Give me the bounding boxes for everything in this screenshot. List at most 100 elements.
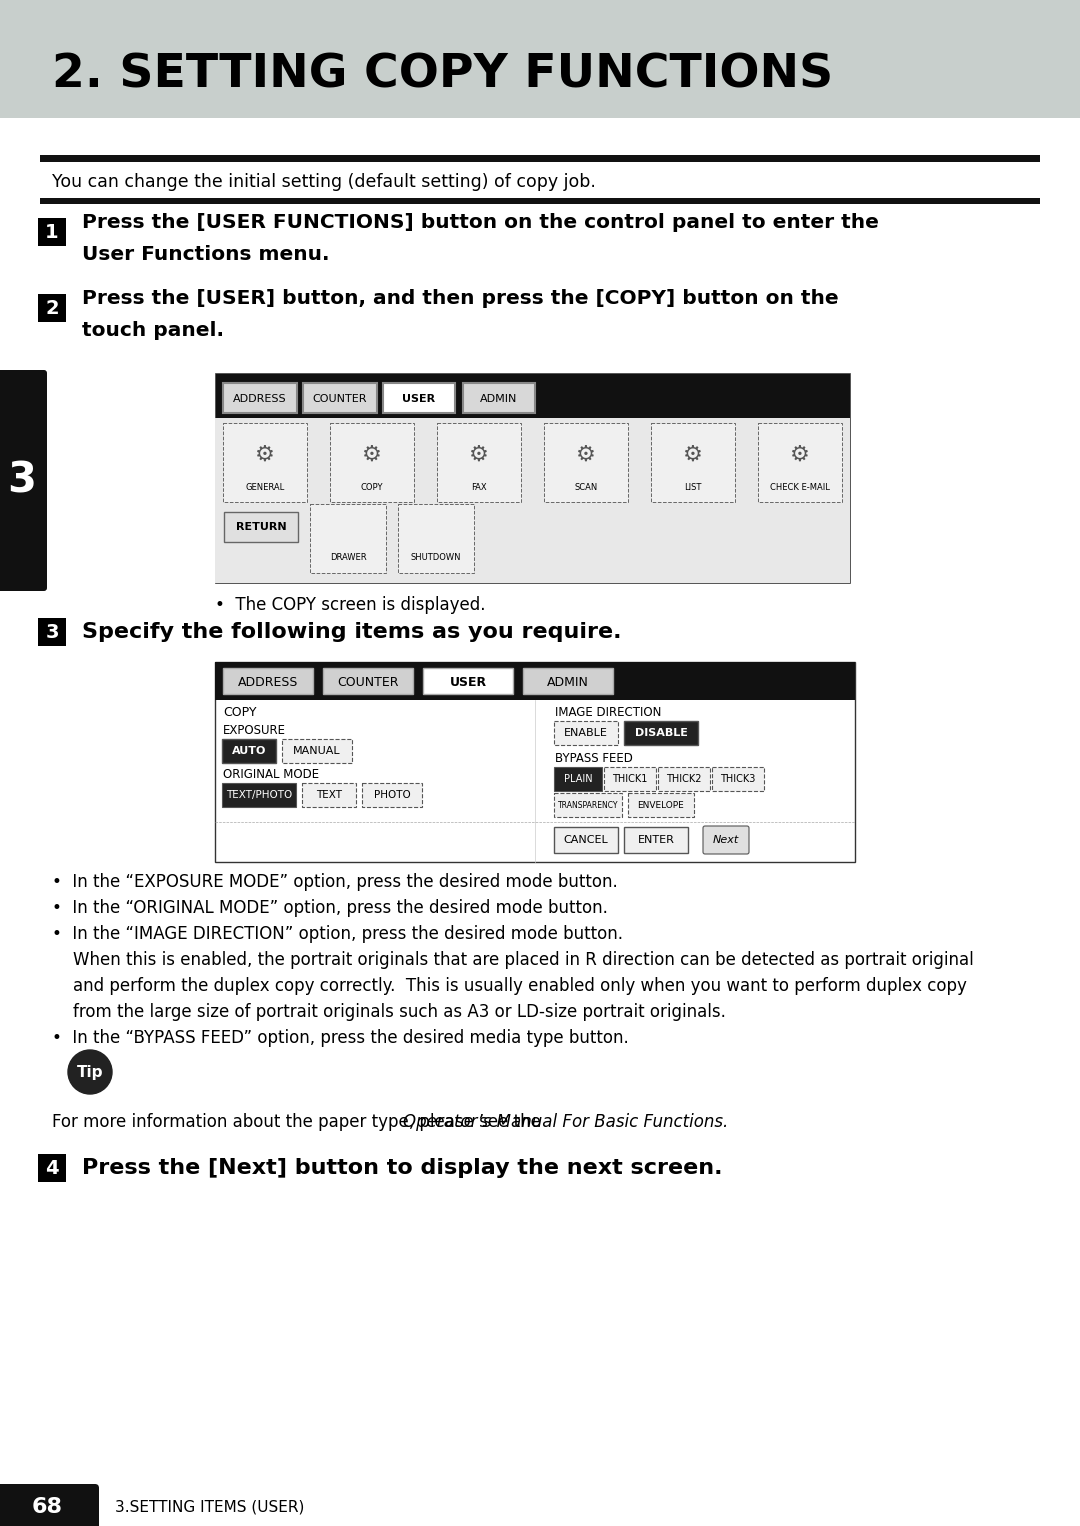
Text: Next: Next bbox=[713, 835, 739, 845]
Text: LIST: LIST bbox=[685, 484, 702, 493]
Text: ADDRESS: ADDRESS bbox=[233, 394, 287, 404]
FancyBboxPatch shape bbox=[222, 739, 276, 763]
Bar bbox=[215, 662, 855, 700]
FancyBboxPatch shape bbox=[554, 827, 618, 853]
Text: DISABLE: DISABLE bbox=[635, 728, 688, 739]
FancyBboxPatch shape bbox=[554, 794, 622, 816]
Text: 4: 4 bbox=[45, 1158, 58, 1178]
Text: ⚙: ⚙ bbox=[576, 444, 596, 464]
FancyBboxPatch shape bbox=[554, 768, 602, 790]
Text: Press the [USER] button, and then press the [COPY] button on the: Press the [USER] button, and then press … bbox=[82, 288, 839, 308]
FancyBboxPatch shape bbox=[222, 783, 296, 807]
Text: 3: 3 bbox=[8, 459, 37, 502]
Text: GENERAL: GENERAL bbox=[245, 484, 285, 493]
FancyBboxPatch shape bbox=[222, 423, 307, 502]
Text: USER: USER bbox=[403, 394, 435, 404]
Text: from the large size of portrait originals such as A3 or LD-size portrait origina: from the large size of portrait original… bbox=[52, 1003, 726, 1021]
Text: Press the [Next] button to display the next screen.: Press the [Next] button to display the n… bbox=[82, 1158, 723, 1178]
FancyBboxPatch shape bbox=[624, 720, 698, 745]
Text: SHUTDOWN: SHUTDOWN bbox=[410, 554, 461, 563]
Text: SCAN: SCAN bbox=[575, 484, 597, 493]
Text: ⚙: ⚙ bbox=[683, 444, 703, 464]
Text: PLAIN: PLAIN bbox=[564, 774, 592, 784]
Text: 2: 2 bbox=[45, 299, 58, 317]
Text: EXPOSURE: EXPOSURE bbox=[222, 723, 286, 737]
FancyBboxPatch shape bbox=[463, 383, 535, 414]
FancyBboxPatch shape bbox=[282, 739, 352, 763]
Text: touch panel.: touch panel. bbox=[82, 320, 224, 339]
Text: ADDRESS: ADDRESS bbox=[238, 676, 298, 688]
Text: Specify the following items as you require.: Specify the following items as you requi… bbox=[82, 623, 621, 642]
Bar bbox=[215, 372, 850, 583]
FancyBboxPatch shape bbox=[651, 423, 735, 502]
Bar bbox=[215, 662, 855, 862]
Bar bbox=[40, 156, 1040, 162]
Text: •  The COPY screen is displayed.: • The COPY screen is displayed. bbox=[215, 597, 486, 613]
Text: For more information about the paper type, please see the: For more information about the paper typ… bbox=[52, 1112, 546, 1131]
FancyBboxPatch shape bbox=[554, 720, 618, 745]
FancyBboxPatch shape bbox=[437, 423, 521, 502]
Text: CANCEL: CANCEL bbox=[564, 835, 608, 845]
FancyBboxPatch shape bbox=[758, 423, 842, 502]
FancyBboxPatch shape bbox=[222, 668, 313, 694]
Text: •  In the “IMAGE DIRECTION” option, press the desired mode button.: • In the “IMAGE DIRECTION” option, press… bbox=[52, 925, 623, 943]
Text: and perform the duplex copy correctly.  This is usually enabled only when you wa: and perform the duplex copy correctly. T… bbox=[52, 977, 967, 995]
Text: TEXT: TEXT bbox=[316, 790, 342, 800]
FancyBboxPatch shape bbox=[399, 504, 474, 572]
Text: RETURN: RETURN bbox=[235, 522, 286, 533]
Text: FAX: FAX bbox=[471, 484, 487, 493]
FancyBboxPatch shape bbox=[703, 826, 750, 855]
Text: When this is enabled, the portrait originals that are placed in R direction can : When this is enabled, the portrait origi… bbox=[52, 951, 974, 969]
FancyBboxPatch shape bbox=[624, 827, 688, 853]
Text: ENABLE: ENABLE bbox=[564, 728, 608, 739]
Text: USER: USER bbox=[449, 676, 487, 688]
Text: COPY: COPY bbox=[222, 705, 257, 719]
Text: THICK1: THICK1 bbox=[612, 774, 648, 784]
Text: PHOTO: PHOTO bbox=[374, 790, 410, 800]
FancyBboxPatch shape bbox=[330, 423, 414, 502]
FancyBboxPatch shape bbox=[38, 618, 66, 645]
Text: IMAGE DIRECTION: IMAGE DIRECTION bbox=[555, 705, 661, 719]
Text: TRANSPARENCY: TRANSPARENCY bbox=[557, 801, 618, 809]
Text: ENTER: ENTER bbox=[637, 835, 674, 845]
Text: AUTO: AUTO bbox=[232, 746, 266, 755]
Text: Press the [USER FUNCTIONS] button on the control panel to enter the: Press the [USER FUNCTIONS] button on the… bbox=[82, 212, 879, 232]
Text: MANUAL: MANUAL bbox=[293, 746, 341, 755]
FancyBboxPatch shape bbox=[362, 783, 422, 807]
Text: 3.SETTING ITEMS (USER): 3.SETTING ITEMS (USER) bbox=[114, 1500, 305, 1514]
Bar bbox=[0, 0, 1080, 118]
FancyBboxPatch shape bbox=[302, 783, 356, 807]
Text: DRAWER: DRAWER bbox=[329, 554, 366, 563]
FancyBboxPatch shape bbox=[38, 218, 66, 246]
Circle shape bbox=[68, 1050, 112, 1094]
FancyBboxPatch shape bbox=[323, 668, 413, 694]
FancyBboxPatch shape bbox=[604, 768, 656, 790]
Text: You can change the initial setting (default setting) of copy job.: You can change the initial setting (defa… bbox=[52, 172, 596, 191]
Text: ⚙: ⚙ bbox=[469, 444, 489, 464]
Text: ⚙: ⚙ bbox=[255, 444, 275, 464]
FancyBboxPatch shape bbox=[544, 423, 627, 502]
Bar bbox=[215, 418, 850, 583]
Text: ADMIN: ADMIN bbox=[548, 676, 589, 688]
Text: COUNTER: COUNTER bbox=[337, 676, 399, 688]
FancyBboxPatch shape bbox=[224, 513, 298, 542]
Text: BYPASS FEED: BYPASS FEED bbox=[555, 751, 633, 765]
Text: COPY: COPY bbox=[361, 484, 383, 493]
Text: 2. SETTING COPY FUNCTIONS: 2. SETTING COPY FUNCTIONS bbox=[52, 52, 834, 98]
Text: •  In the “EXPOSURE MODE” option, press the desired mode button.: • In the “EXPOSURE MODE” option, press t… bbox=[52, 873, 618, 891]
Text: 68: 68 bbox=[31, 1497, 63, 1517]
Text: User Functions menu.: User Functions menu. bbox=[82, 244, 329, 264]
Text: ⚙: ⚙ bbox=[362, 444, 382, 464]
Text: Operator’s Manual For Basic Functions.: Operator’s Manual For Basic Functions. bbox=[403, 1112, 728, 1131]
Text: TEXT/PHOTO: TEXT/PHOTO bbox=[226, 790, 292, 800]
FancyBboxPatch shape bbox=[303, 383, 377, 414]
Text: ENVELOPE: ENVELOPE bbox=[637, 801, 685, 809]
Text: ADMIN: ADMIN bbox=[481, 394, 517, 404]
Text: 1: 1 bbox=[45, 223, 58, 241]
Text: ORIGINAL MODE: ORIGINAL MODE bbox=[222, 768, 319, 780]
FancyBboxPatch shape bbox=[38, 295, 66, 322]
FancyBboxPatch shape bbox=[383, 383, 455, 414]
FancyBboxPatch shape bbox=[310, 504, 386, 572]
FancyBboxPatch shape bbox=[712, 768, 764, 790]
Text: 3: 3 bbox=[45, 623, 58, 641]
